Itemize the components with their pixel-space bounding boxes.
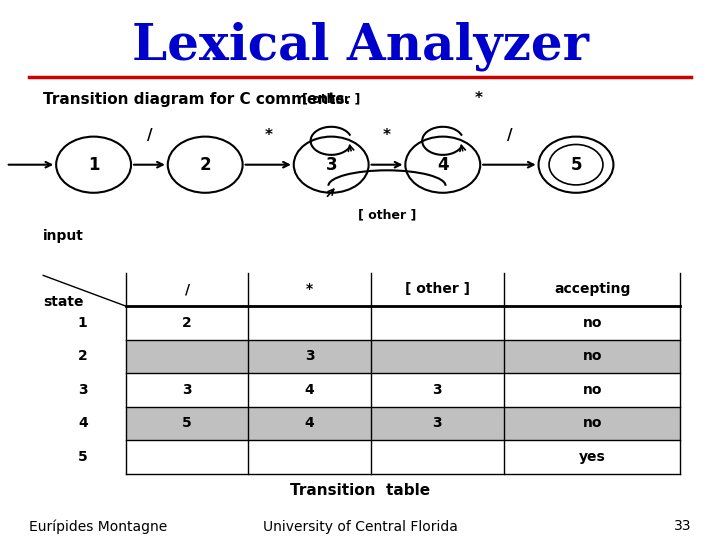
Text: no: no [582,316,602,330]
Text: 1: 1 [78,316,88,330]
Text: 3: 3 [433,383,442,397]
Text: yes: yes [579,450,606,464]
Text: /: / [507,128,512,143]
Text: 1: 1 [88,156,99,174]
Text: [ other ]: [ other ] [405,282,470,296]
Bar [504,340,680,373]
Text: accepting: accepting [554,282,631,296]
Text: *: * [474,91,483,106]
Text: state: state [43,295,84,309]
Text: 3: 3 [433,416,442,430]
Text: 2: 2 [199,156,211,174]
Text: 3: 3 [325,156,337,174]
Text: 5: 5 [570,156,582,174]
Bar [504,407,680,440]
Text: Transition diagram for C comments.: Transition diagram for C comments. [43,92,351,107]
Text: input: input [43,229,84,243]
Text: Eurípides Montagne: Eurípides Montagne [29,519,167,534]
Text: 2: 2 [182,316,192,330]
Bar [126,407,504,440]
Text: 3: 3 [78,383,88,397]
Text: University of Central Florida: University of Central Florida [263,519,457,534]
Text: no: no [582,383,602,397]
Text: [ other ]: [ other ] [358,208,416,221]
Text: 2: 2 [78,349,88,363]
Text: 33: 33 [674,519,691,534]
Text: [ other ]: [ other ] [302,93,361,106]
Text: 4: 4 [78,416,88,430]
Text: 3: 3 [182,383,192,397]
Text: 4: 4 [437,156,449,174]
Text: 4: 4 [305,416,315,430]
Text: *: * [306,282,313,296]
Text: *: * [383,128,391,143]
Text: 4: 4 [305,383,315,397]
Text: /: / [184,282,190,296]
Text: *: * [264,128,272,143]
Text: Lexical Analyzer: Lexical Analyzer [132,21,588,71]
Text: 5: 5 [78,450,88,464]
Bar [126,340,504,373]
Text: no: no [582,349,602,363]
Text: no: no [582,416,602,430]
Text: Transition  table: Transition table [290,483,430,498]
Text: /: / [147,128,152,143]
Text: 5: 5 [182,416,192,430]
Text: 3: 3 [305,349,315,363]
